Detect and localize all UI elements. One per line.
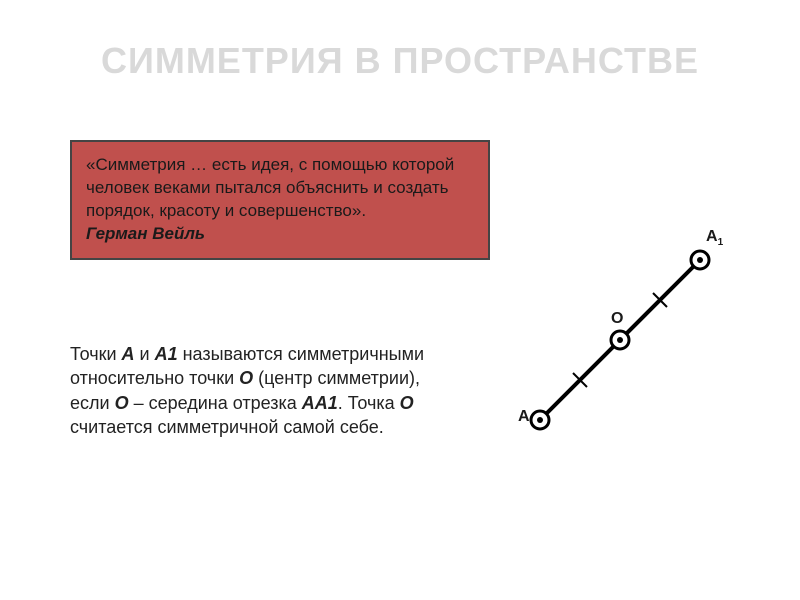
slide-title: СИММЕТРИЯ В ПРОСТРАНСТВЕ	[10, 40, 790, 82]
symmetry-diagram: А О А1	[500, 180, 760, 460]
point-o	[611, 331, 629, 349]
label-a1: А1	[706, 228, 723, 248]
def-seg: считается симметричной самой себе.	[70, 417, 384, 437]
label-a: А	[518, 408, 530, 426]
def-em: А	[122, 344, 135, 364]
def-em: О	[115, 393, 129, 413]
def-em: О	[239, 368, 253, 388]
label-a1-sub: 1	[718, 237, 724, 248]
label-a1-main: А	[706, 228, 718, 245]
point-a1	[691, 251, 709, 269]
def-seg: Точки	[70, 344, 122, 364]
point-a	[531, 411, 549, 429]
quote-box: «Симметрия … есть идея, с помощью которо…	[70, 140, 490, 260]
def-em: АА1	[302, 393, 338, 413]
definition-text: Точки А и А1 называются симметричными от…	[70, 342, 460, 439]
def-seg: и	[135, 344, 155, 364]
quote-author: Герман Вейль	[86, 224, 205, 243]
slide: СИММЕТРИЯ В ПРОСТРАНСТВЕ «Симметрия … ес…	[10, 10, 790, 590]
def-em: О	[400, 393, 414, 413]
quote-text: «Симметрия … есть идея, с помощью которо…	[86, 155, 454, 220]
def-seg: . Точка	[338, 393, 400, 413]
label-o: О	[611, 310, 623, 328]
def-em: А1	[155, 344, 178, 364]
def-seg: – середина отрезка	[129, 393, 302, 413]
